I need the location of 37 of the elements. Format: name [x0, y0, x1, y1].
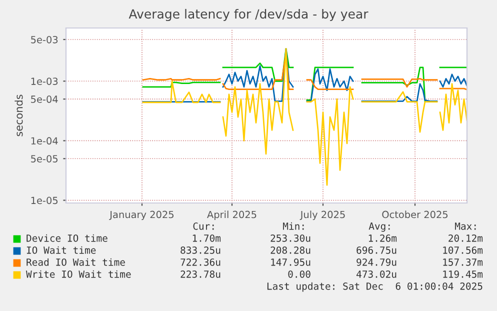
- text: 20.12m: [448, 234, 483, 242]
- text: 833.25u: [180, 246, 220, 254]
- legend-label: Read IO Wait time: [26, 258, 125, 266]
- x-tick-label: April 2025: [207, 210, 256, 220]
- text: Cur:: [193, 222, 214, 230]
- text: 473.02u: [356, 270, 396, 278]
- y-axis-title: seconds: [14, 94, 23, 136]
- y-tick-label: 1e-03: [31, 78, 58, 85]
- text: 696.75u: [356, 246, 396, 254]
- text: Max:: [455, 222, 476, 230]
- text: 157.37m: [443, 258, 483, 266]
- y-tick-label: 1e-05: [31, 196, 58, 204]
- text: 1.26m: [368, 234, 397, 242]
- y-tick-label: 5e-03: [31, 36, 58, 44]
- text: 107.56m: [443, 246, 483, 254]
- text: 253.30u: [270, 234, 310, 242]
- x-tick-label: October 2025: [382, 210, 448, 218]
- text: Min:: [283, 222, 304, 230]
- text: 208.28u: [270, 246, 310, 254]
- x-tick-label: January 2025: [109, 210, 174, 220]
- x-tick-label: July 2025: [300, 210, 345, 220]
- y-tick-label: 1e-04: [31, 137, 58, 145]
- text: 147.95u: [271, 258, 310, 266]
- text: Last update: Sat Dec 6 01:00:04 2025: [267, 282, 482, 292]
- text: 0.00: [288, 270, 310, 278]
- text: 119.45m: [443, 270, 483, 278]
- text: 722.36u: [180, 258, 220, 266]
- y-tick-label: 5e-05: [31, 155, 58, 162]
- text: 223.78u: [180, 270, 220, 278]
- legend-label: IO Wait time: [26, 246, 96, 254]
- legend-label: Write IO Wait time: [26, 270, 131, 278]
- text: 924.79u: [356, 258, 396, 266]
- text: Avg:: [368, 222, 390, 232]
- legend-label: Device IO time: [26, 234, 108, 242]
- y-tick-label: 5e-04: [31, 96, 58, 103]
- text: 1.70m: [192, 234, 221, 242]
- chart-title: Average latency for /dev/sda - by year: [128, 8, 368, 22]
